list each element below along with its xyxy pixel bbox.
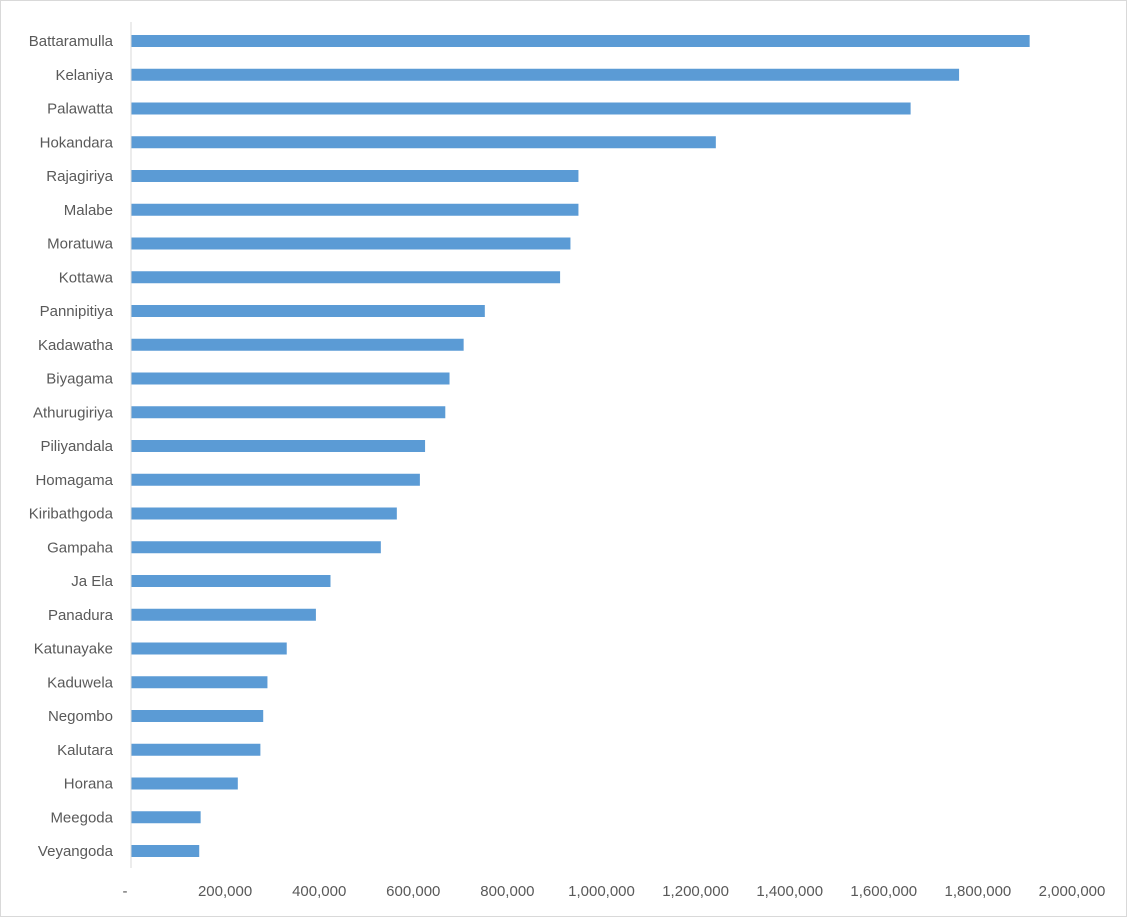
bar-gampaha [131,541,381,554]
bar-kalutara [131,743,261,756]
bar-kadawatha [131,338,464,351]
category-label: Panadura [48,607,114,624]
bar-malabe [131,203,579,216]
bar-meegoda [131,811,201,824]
category-label: Kalutara [57,742,114,759]
category-label: Negombo [48,708,113,725]
bar-battaramulla [131,35,1030,47]
bar-panadura [131,608,316,621]
category-label: Moratuwa [47,236,114,253]
bar-hokandara [131,136,716,149]
category-label: Piliyandala [40,438,113,455]
category-label: Ja Ela [71,573,113,590]
x-tick-label: 1,800,000 [945,883,1012,900]
bar-pannipitiya [131,305,485,317]
bar-biyagama [131,372,450,385]
x-tick-label: 1,400,000 [756,883,823,900]
category-label: Rajagiriya [46,168,113,185]
category-label: Biyagama [46,371,113,388]
category-label: Palawatta [47,101,114,118]
category-label: Katunayake [34,641,113,658]
bar-rajagiriya [131,170,579,182]
bar-kottawa [131,271,561,284]
category-label: Horana [64,776,114,793]
bar-katunayake [131,642,287,655]
category-label: Kelaniya [55,67,113,84]
category-labels: Battaramulla Kelaniya Palawatta Hokandara Ra… [29,33,114,860]
x-tick-label: 1,600,000 [850,883,917,900]
bar-kelaniya [131,68,960,81]
category-label: Kaduwela [47,674,114,691]
category-label: Kadawatha [38,337,114,354]
x-tick-label: 400,000 [292,883,346,900]
category-label: Veyangoda [38,843,114,860]
bar-negombo [131,710,264,722]
category-label: Meegoda [50,809,113,826]
bar-horana [131,777,238,790]
category-label: Pannipitiya [40,303,114,320]
category-label: Hokandara [40,134,114,151]
x-tick-labels: - 200,000 400,000 600,000 800,000 1,000,000 1,… [123,883,1106,900]
bar-athurugiriya [131,406,446,419]
x-tick-label: 800,000 [480,883,534,900]
category-label: Gampaha [47,539,114,556]
bar-homagama [131,473,420,486]
bar-piliyandala [131,440,426,452]
category-label: Athurugiriya [33,404,114,421]
category-label: Kiribathgoda [29,506,114,523]
bar-ja-ela [131,575,331,587]
category-label: Malabe [64,202,113,219]
x-tick-label: 1,200,000 [662,883,729,900]
x-tick-label: 1,000,000 [568,883,635,900]
x-tick-label: 200,000 [198,883,252,900]
category-label: Battaramulla [29,33,114,50]
bar-moratuwa [131,237,571,250]
category-label: Kottawa [59,269,114,286]
category-label: Homagama [35,472,113,489]
x-tick-label: 2,000,000 [1039,883,1106,900]
bar-kiribathgoda [131,507,397,520]
bar-kaduwela [131,676,268,689]
x-tick-label: 600,000 [386,883,440,900]
x-tick-label: - [123,883,128,900]
bars-layer [131,35,1030,857]
bar-palawatta [131,102,911,115]
bar-veyangoda [131,845,200,857]
